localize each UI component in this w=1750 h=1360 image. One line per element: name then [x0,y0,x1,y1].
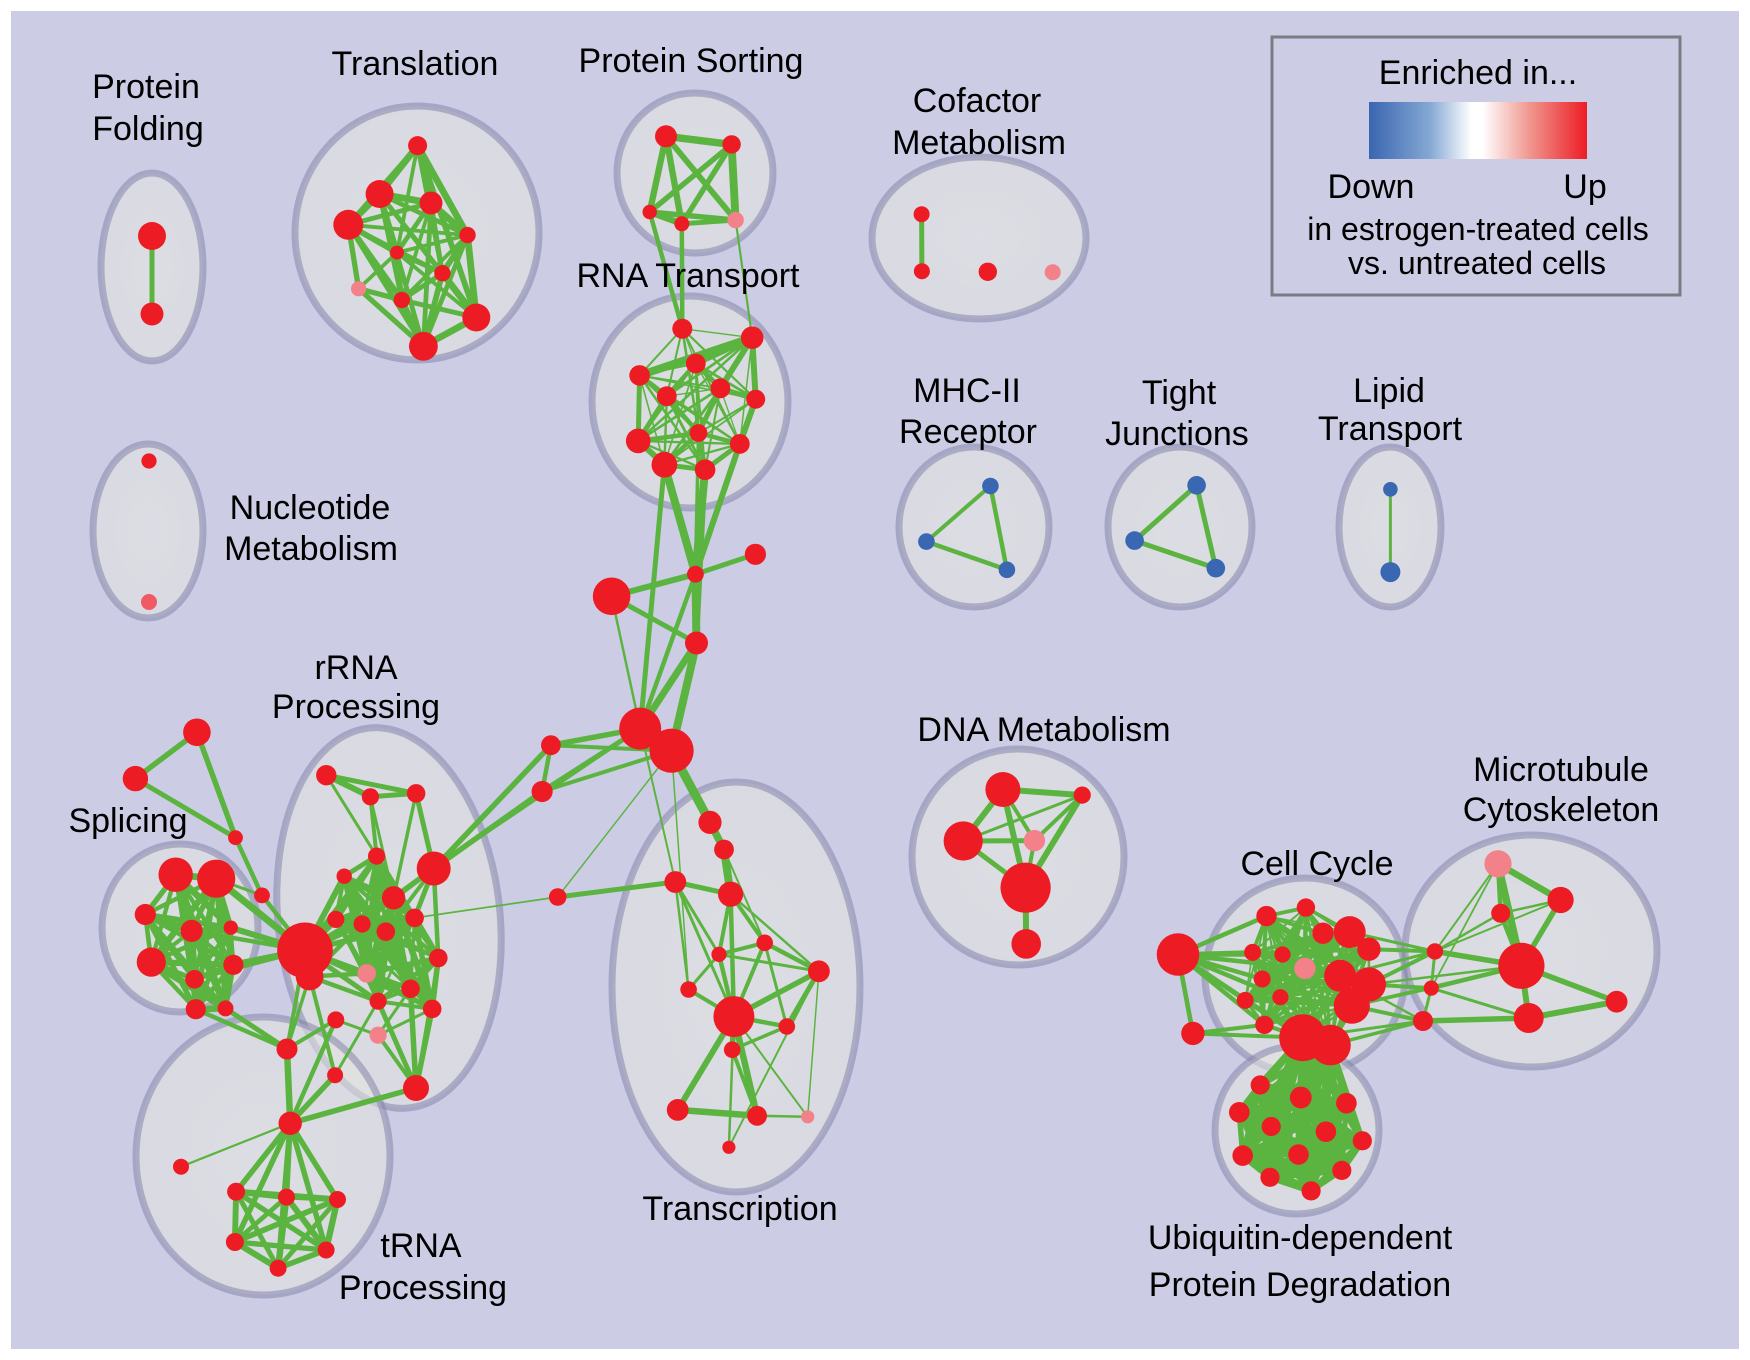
svg-text:Protein Sorting: Protein Sorting [579,42,804,80]
svg-text:vs. untreated cells: vs. untreated cells [1348,245,1606,281]
svg-text:Cofactor: Cofactor [913,82,1042,120]
svg-text:Receptor: Receptor [899,413,1037,451]
svg-text:Down: Down [1328,168,1415,206]
svg-text:in estrogen-treated cells: in estrogen-treated cells [1307,211,1649,247]
svg-text:Processing: Processing [272,688,440,726]
svg-text:Microtubule: Microtubule [1473,751,1649,789]
svg-text:Protein: Protein [92,68,200,106]
svg-text:Transport: Transport [1318,410,1463,448]
svg-text:Nucleotide: Nucleotide [230,489,391,527]
svg-text:RNA Transport: RNA Transport [577,257,801,295]
svg-text:Metabolism: Metabolism [892,124,1066,162]
svg-text:MHC-II: MHC-II [913,372,1021,410]
svg-text:tRNA: tRNA [380,1227,462,1265]
svg-text:Junctions: Junctions [1105,415,1249,453]
svg-text:Folding: Folding [92,110,204,148]
svg-text:Protein Degradation: Protein Degradation [1149,1266,1451,1304]
svg-text:Lipid: Lipid [1353,372,1425,410]
svg-text:Splicing: Splicing [68,802,187,840]
svg-text:Translation: Translation [332,45,499,83]
svg-text:rRNA: rRNA [314,649,397,687]
svg-text:Ubiquitin-dependent: Ubiquitin-dependent [1148,1219,1453,1257]
svg-text:Up: Up [1563,168,1606,206]
svg-text:DNA Metabolism: DNA Metabolism [917,711,1170,749]
svg-text:Enriched in...: Enriched in... [1379,54,1577,92]
svg-text:Metabolism: Metabolism [224,530,398,568]
svg-text:Cytoskeleton: Cytoskeleton [1463,791,1660,829]
svg-text:Cell Cycle: Cell Cycle [1240,845,1393,883]
svg-text:Transcription: Transcription [642,1190,837,1228]
svg-text:Processing: Processing [339,1269,507,1307]
svg-text:Tight: Tight [1142,374,1217,412]
